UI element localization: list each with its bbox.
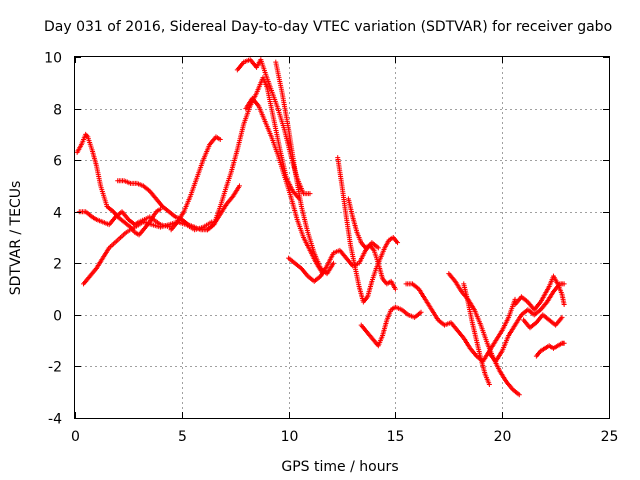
series-sat-m (345, 196, 398, 292)
data-point (559, 314, 565, 320)
x-tick-label: 15 (387, 429, 405, 445)
data-point (157, 206, 163, 212)
series-sat-t (533, 340, 567, 359)
x-tick-label: 5 (178, 429, 187, 445)
x-tick-label: 0 (71, 429, 80, 445)
plot-frame (74, 56, 610, 419)
data-point (395, 240, 401, 246)
y-tick-label: 10 (44, 51, 62, 67)
series-sat-n (358, 304, 424, 349)
y-axis-label: SDTVAR / TECUs (8, 181, 24, 296)
series-sat-r (486, 281, 567, 364)
data-point (486, 381, 492, 387)
data-point (375, 245, 381, 251)
series-sat-q (461, 281, 492, 387)
data-points (74, 57, 567, 398)
series-sat-s (512, 273, 567, 313)
y-tick-label: -4 (48, 412, 62, 428)
series-sat-l (335, 155, 401, 305)
grid (75, 57, 609, 418)
data-point (392, 286, 398, 292)
series-sat-c (76, 209, 174, 230)
series-sat-j (273, 59, 336, 277)
data-point (512, 296, 518, 302)
data-point (561, 302, 567, 308)
x-tick-label: 10 (281, 429, 299, 445)
y-tick-label: -2 (48, 360, 62, 376)
x-tick-label: 25 (601, 429, 619, 445)
y-tick-label: 6 (53, 154, 62, 170)
series-sat-k (286, 240, 381, 284)
data-point (236, 183, 242, 189)
series-sat-a (74, 131, 110, 210)
data-point (330, 260, 336, 266)
x-tick-label: 20 (494, 429, 512, 445)
chart-title: Day 031 of 2016, Sidereal Day-to-day VTE… (44, 19, 612, 35)
data-point (561, 340, 567, 346)
data-point (307, 191, 313, 197)
data-point (516, 392, 522, 398)
series-sat-u (521, 312, 565, 331)
y-tick-label: 0 (53, 309, 62, 325)
series-sat-f (168, 134, 223, 233)
y-tick-label: 8 (53, 103, 62, 119)
axis-ticks: 0 5 10 15 20 25 -4 -2 0 2 4 6 8 10 (44, 51, 618, 446)
series-sat-o (403, 281, 518, 364)
data-point (217, 137, 223, 143)
y-tick-label: 2 (53, 257, 62, 273)
x-axis-label: GPS time / hours (281, 459, 398, 475)
series-sat-h (234, 57, 313, 197)
series-sat-b (104, 204, 163, 238)
data-point (561, 281, 567, 287)
y-tick-label: 4 (53, 206, 62, 222)
data-point (418, 309, 424, 315)
